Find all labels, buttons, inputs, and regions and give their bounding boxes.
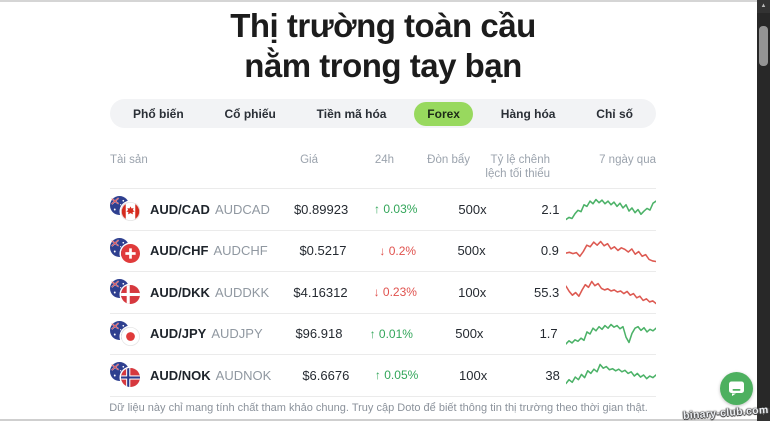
pair-name: AUD/JPY bbox=[150, 326, 207, 342]
pair-code: AUDCHF bbox=[213, 243, 268, 259]
header-min-spread-line2: lệch tối thiểu bbox=[485, 168, 550, 180]
header-leverage: Đòn bẩy bbox=[427, 154, 470, 166]
pair-name: AUD/NOK bbox=[150, 367, 211, 383]
page-bottom-divider bbox=[0, 419, 757, 421]
page-title-line1: Thị trường toàn cầu bbox=[230, 7, 536, 44]
price-value: $96.918 bbox=[295, 326, 343, 342]
price-value: $6.6676 bbox=[302, 367, 350, 383]
tab-chi-so[interactable]: Chỉ số bbox=[596, 106, 633, 121]
main-content: Thị trường toàn cầu nằm trong tay bạn Ph… bbox=[110, 0, 657, 397]
sparkline-chart bbox=[566, 198, 657, 221]
table-header: Tài sản Giá 24h Đòn bẩy Tỷ lệ chênh lệch… bbox=[110, 153, 656, 181]
chat-bubble-icon bbox=[729, 381, 744, 396]
pair-code: AUDDKK bbox=[214, 284, 270, 300]
sparkline-chart bbox=[565, 363, 656, 385]
market-table-body: AUD/CAD AUDCAD $0.89923 ↑ 0.03% 500x 2.1… bbox=[110, 188, 657, 397]
header-asset: Tài sản bbox=[110, 154, 148, 166]
change-24h-value: ↑ 0.01% bbox=[369, 326, 413, 341]
price-value: $4.16312 bbox=[293, 284, 348, 300]
pair-code: AUDCAD bbox=[214, 201, 270, 217]
pair-code: AUDNOK bbox=[215, 367, 272, 383]
price-value: $0.89923 bbox=[293, 201, 349, 217]
tab-co-phieu[interactable]: Cổ phiếu bbox=[224, 106, 276, 121]
table-row[interactable]: AUD/CAD AUDCAD $0.89923 ↑ 0.03% 500x 2.1 bbox=[110, 188, 657, 231]
scrollbar-down-arrow-icon[interactable]: ▼ bbox=[757, 408, 770, 421]
market-tabs: Phổ biến Cổ phiếu Tiền mã hóa Forex Hàng hóa… bbox=[110, 99, 656, 128]
scrollbar-thumb[interactable] bbox=[759, 26, 768, 66]
flag-dkk bbox=[121, 285, 140, 305]
flag-chf bbox=[121, 243, 140, 263]
pair-code: AUDJPY bbox=[211, 326, 263, 342]
header-7days: 7 ngày qua bbox=[599, 154, 656, 166]
scrollbar-up-arrow-icon[interactable]: ▲ bbox=[757, 0, 770, 13]
header-price: Giá bbox=[300, 154, 318, 166]
page-top-divider bbox=[0, 0, 757, 2]
leverage-value: 100x bbox=[458, 284, 487, 300]
table-row[interactable]: AUD/NOK AUDNOK $6.6676 ↑ 0.05% 100x 38 bbox=[110, 355, 656, 397]
min-spread-value: 0.9 bbox=[540, 243, 559, 259]
change-24h-value: ↓ 0.23% bbox=[373, 285, 417, 300]
table-row[interactable]: AUD/JPY AUDJPY $96.918 ↑ 0.01% 500x 1.7 bbox=[110, 314, 656, 355]
leverage-value: 100x bbox=[459, 367, 488, 383]
pair-name: AUD/CHF bbox=[150, 243, 209, 259]
pair-name: AUD/CAD bbox=[150, 201, 210, 217]
tab-pho-bien[interactable]: Phổ biến bbox=[133, 106, 184, 121]
currency-pair-flags bbox=[110, 279, 146, 305]
change-24h-value: ↑ 0.03% bbox=[374, 202, 418, 217]
page-title: Thị trường toàn cầu nằm trong tay bạn bbox=[110, 6, 656, 86]
leverage-value: 500x bbox=[455, 326, 484, 342]
sparkline-chart bbox=[566, 240, 656, 263]
change-24h-value: ↑ 0.05% bbox=[374, 368, 419, 383]
tab-forex[interactable]: Forex bbox=[414, 101, 473, 126]
tab-hang-hoa[interactable]: Hàng hóa bbox=[500, 106, 556, 121]
leverage-value: 500x bbox=[457, 243, 486, 259]
table-row[interactable]: AUD/CHF AUDCHF $0.5217 ↓ 0.2% 500x 0.9 bbox=[110, 231, 656, 272]
price-value: $0.5217 bbox=[299, 243, 347, 259]
disclaimer-text: Dữ liệu này chỉ mang tính chất tham khảo… bbox=[109, 402, 648, 414]
tab-tien-ma-hoa[interactable]: Tiền mã hóa bbox=[316, 106, 387, 121]
table-row[interactable]: AUD/DKK AUDDKK $4.16312 ↓ 0.23% 100x 55.… bbox=[110, 272, 657, 314]
currency-pair-flags bbox=[110, 320, 146, 347]
header-24h: 24h bbox=[374, 154, 394, 166]
min-spread-value: 55.3 bbox=[533, 284, 560, 300]
min-spread-value: 1.7 bbox=[539, 326, 558, 342]
flag-nok bbox=[121, 368, 140, 388]
flag-cad bbox=[121, 202, 140, 222]
page-title-line2: nằm trong tay bạn bbox=[244, 47, 522, 84]
header-min-spread-line1: Tỷ lệ chênh bbox=[490, 154, 550, 166]
flag-jpy bbox=[121, 326, 140, 346]
chat-button[interactable] bbox=[720, 372, 753, 405]
currency-pair-flags bbox=[110, 362, 146, 388]
pair-name: AUD/DKK bbox=[150, 284, 210, 300]
header-min-spread: Tỷ lệ chênh lệch tối thiểu bbox=[470, 153, 550, 181]
leverage-value: 500x bbox=[458, 201, 487, 217]
change-24h-value: ↓ 0.2% bbox=[379, 243, 417, 258]
currency-pair-flags bbox=[110, 237, 146, 264]
min-spread-value: 2.1 bbox=[541, 201, 560, 217]
min-spread-value: 38 bbox=[545, 367, 560, 383]
browser-scrollbar[interactable]: ▲ ▼ bbox=[757, 0, 770, 421]
currency-pair-flags bbox=[110, 196, 146, 222]
sparkline-chart bbox=[565, 323, 656, 345]
sparkline-chart bbox=[566, 280, 657, 305]
